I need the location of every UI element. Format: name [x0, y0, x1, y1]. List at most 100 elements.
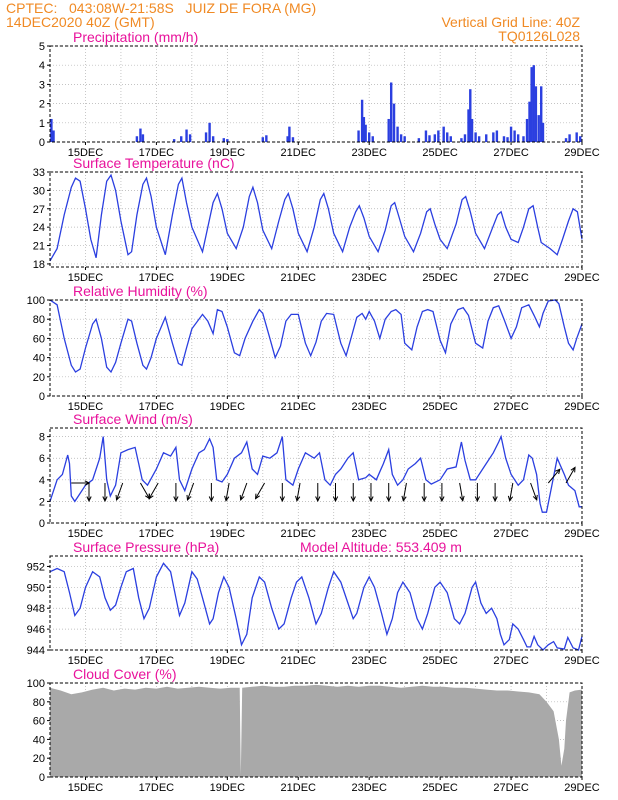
precip-bar — [485, 134, 488, 142]
x-tick-label: 15DEC — [68, 147, 104, 159]
precip-bar — [437, 130, 440, 142]
wind-arrow-head — [532, 494, 538, 501]
precip-bar — [387, 118, 390, 142]
precip-bar — [477, 136, 481, 142]
y-tick-label: 18 — [33, 259, 45, 271]
wind-arrow — [116, 482, 124, 501]
x-tick-label: 21DEC — [281, 401, 317, 413]
precip-bar — [357, 130, 360, 142]
panel-title: Relative Humidity (%) — [73, 283, 208, 299]
precip-bar — [139, 128, 142, 142]
wind-arrow — [459, 482, 464, 501]
precip-bar — [532, 65, 535, 142]
panel-title: Surface Pressure (hPa) — [73, 539, 219, 555]
wind-arrow-head — [555, 468, 561, 475]
x-tick-label: 25DEC — [422, 272, 458, 284]
y-tick-label: 4 — [39, 475, 45, 487]
precip-bar — [211, 136, 215, 142]
x-tick-label: 17DEC — [139, 272, 175, 284]
x-tick-label: 19DEC — [210, 655, 246, 667]
wind-arrow-head — [332, 496, 339, 503]
y-tick-label: 0 — [39, 772, 45, 784]
x-tick-label: 27DEC — [493, 401, 529, 413]
rh-line — [49, 299, 583, 374]
wind-line — [49, 434, 582, 513]
wind-arrow-head — [401, 495, 407, 502]
precip-bar — [180, 136, 183, 142]
precip-bar — [446, 132, 449, 142]
wind-arrow-head — [315, 496, 321, 503]
header-model: TQ0126L028 — [498, 28, 580, 44]
x-tick-label: 17DEC — [139, 401, 175, 413]
panel-precip: 0 1 2 3 4 5 15DEC 17DEC 19DEC 21DEC 23DEC 25DEC 27DE… — [39, 29, 600, 159]
panel-frame — [49, 682, 583, 778]
wind-arrow — [187, 482, 195, 501]
wind-arrow — [565, 467, 576, 484]
y-tick-label: 27 — [33, 204, 45, 216]
x-tick-label: 27DEC — [493, 655, 529, 667]
y-tick-label: 8 — [39, 432, 45, 444]
precip-bar — [265, 135, 268, 142]
x-tick-label: 23DEC — [351, 655, 387, 667]
x-tick-label: 23DEC — [351, 782, 387, 794]
x-tick-label: 23DEC — [351, 528, 387, 540]
x-tick-label: 25DEC — [422, 528, 458, 540]
y-tick-label: 60 — [33, 716, 45, 728]
x-tick-label: 29DEC — [564, 401, 600, 413]
precip-bar — [568, 134, 571, 142]
wind-arrow-head — [421, 496, 427, 503]
temp-line — [49, 173, 583, 262]
precip-bar — [389, 82, 393, 142]
x-tick-label: 25DEC — [422, 401, 458, 413]
x-tick-label: 21DEC — [281, 655, 317, 667]
header-station: CPTEC: 043:08W-21:58S JUIZ DE FORA (MG) — [6, 0, 316, 16]
precip-bar — [428, 135, 431, 142]
precip-bar — [530, 67, 533, 142]
y-tick-label: 1 — [39, 118, 45, 130]
wind-arrow-head — [186, 494, 192, 501]
precip-bar — [433, 134, 437, 142]
precip-bar — [291, 137, 295, 142]
precip-bar — [522, 136, 525, 142]
wind-arrow-head — [368, 496, 374, 503]
wind-arrow — [225, 482, 230, 501]
precip-bar — [360, 99, 364, 142]
wind-arrow-head — [224, 495, 230, 502]
precip-bar — [52, 130, 55, 142]
precip-bar — [509, 126, 513, 142]
precip-bar — [534, 86, 538, 142]
panel-frame — [49, 299, 583, 397]
x-tick-label: 27DEC — [493, 528, 529, 540]
wind-arrow — [402, 482, 407, 501]
x-tick-label: 19DEC — [210, 272, 246, 284]
panel-title: Cloud Cover (%) — [73, 666, 176, 682]
x-tick-label: 27DEC — [493, 272, 529, 284]
precip-bar — [399, 134, 403, 142]
precip-bar — [204, 132, 208, 142]
panel-press: 944 946 948 950 952 15DEC 17DEC 19DEC 21DEC 23DEC… — [27, 539, 600, 667]
wind-arrow — [296, 482, 301, 501]
precip-bar — [467, 109, 470, 142]
x-tick-label: 23DEC — [351, 272, 387, 284]
wind-arrow-head — [295, 495, 301, 502]
precip-bar — [564, 138, 568, 142]
precip-bar — [513, 130, 516, 142]
x-tick-label: 29DEC — [564, 147, 600, 159]
panel-rh: 0 20 40 60 80 100 15DEC 17DEC 19DEC 21DEC 23DEC 25D… — [27, 283, 600, 413]
y-tick-label: 2 — [39, 496, 45, 508]
y-tick-label: 30 — [33, 185, 45, 197]
wind-arrow-head — [239, 494, 245, 501]
x-tick-label: 17DEC — [139, 655, 175, 667]
precip-bar — [449, 136, 452, 142]
x-tick-label: 15DEC — [68, 782, 104, 794]
x-tick-label: 25DEC — [422, 655, 458, 667]
wind-arrow-head — [492, 496, 498, 503]
precip-bar — [463, 134, 467, 142]
y-tick-label: 20 — [33, 372, 45, 384]
y-tick-label: 33 — [33, 167, 45, 179]
panel-cloud: 0 20 40 60 80 100 15DEC 17DEC 19DEC 21DEC 23DEC 25D… — [27, 666, 600, 794]
precip-bar — [528, 101, 531, 142]
panel-frame — [49, 45, 583, 143]
x-tick-label: 29DEC — [564, 528, 600, 540]
